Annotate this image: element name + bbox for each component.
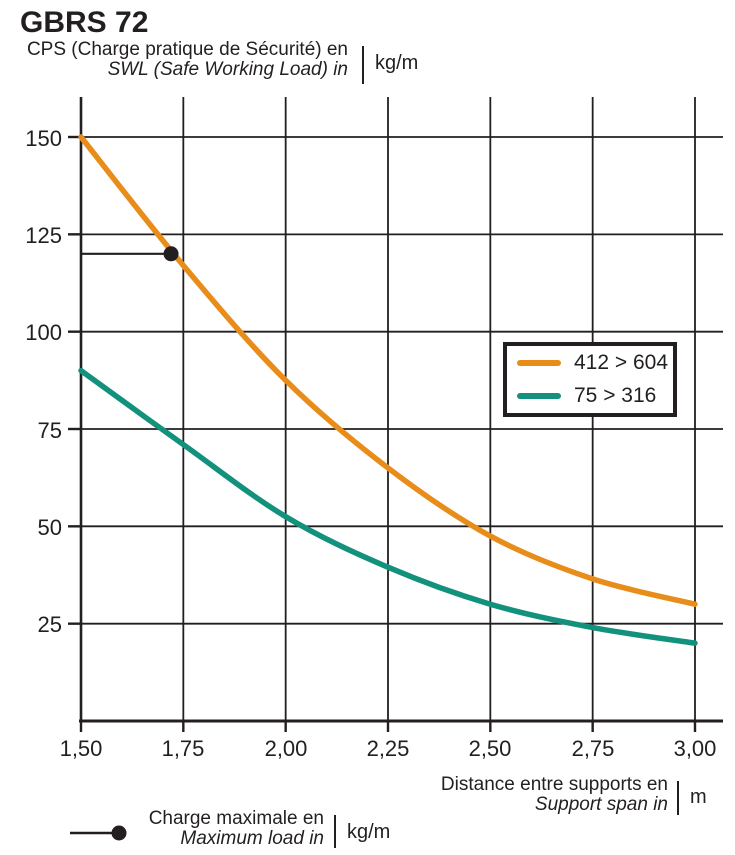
max-load-unit: kg/m: [347, 821, 391, 843]
y-axis-label: CPS (Charge pratique de Sécurité) en SWL…: [0, 40, 348, 80]
max-load-label-fr: Charge maximale en: [148, 808, 324, 829]
x-axis-unit: m: [690, 786, 707, 808]
x-tick-label: 2,25: [366, 736, 410, 761]
page-title: GBRS 72: [20, 6, 149, 39]
max-load-annotation: [81, 246, 179, 262]
y-axis-label-fr: CPS (Charge pratique de Sécurité) en: [26, 39, 348, 60]
x-axis-label: Distance entre supports en Support span …: [300, 775, 668, 815]
y-tick-label: 150: [25, 126, 62, 151]
legend-label: 75 > 316: [574, 384, 657, 407]
legend-item-75-316: 75 > 316: [517, 384, 673, 408]
curve-412-604: [78, 134, 698, 607]
legend-label: 412 > 604: [574, 351, 669, 374]
y-axis-unit: kg/m: [375, 52, 419, 74]
x-tick-label: 1,75: [161, 736, 205, 761]
x-axis-label-fr: Distance entre supports en: [440, 774, 668, 795]
legend-swatch-teal: [517, 393, 561, 399]
x-tick-label: 2,50: [468, 736, 512, 761]
y-tick-label: 50: [37, 515, 62, 540]
legend: 412 > 604 75 > 316: [503, 342, 677, 417]
x-tick-label: 2,75: [571, 736, 615, 761]
max-load-unit-divider: [334, 815, 336, 848]
max-load-key-label: Charge maximale en Maximum load in: [60, 809, 324, 849]
axes: [68, 97, 723, 732]
curves: [78, 134, 698, 646]
y-tick-label: 75: [37, 418, 62, 443]
curve-75-316: [78, 367, 698, 646]
x-tick-label: 3,00: [673, 736, 717, 761]
y-tick-label: 125: [25, 223, 62, 248]
legend-item-412-604: 412 > 604: [517, 351, 673, 375]
y-tick-label: 25: [37, 612, 62, 637]
max-load-marker-icon: [70, 825, 127, 841]
x-tick-label: 1,50: [59, 736, 103, 761]
max-load-label-en: Maximum load in: [180, 828, 324, 849]
x-tick-label: 2,00: [264, 736, 308, 761]
x-axis-label-en: Support span in: [534, 794, 668, 815]
x-axis-unit-divider: [677, 781, 679, 815]
y-axis-label-en: SWL (Safe Working Load) in: [107, 59, 348, 80]
y-tick-label: 100: [25, 320, 62, 345]
max-load-point: [163, 246, 179, 262]
gridlines: [81, 97, 723, 721]
y-axis-unit-divider: [362, 46, 364, 84]
legend-swatch-orange: [517, 360, 561, 366]
